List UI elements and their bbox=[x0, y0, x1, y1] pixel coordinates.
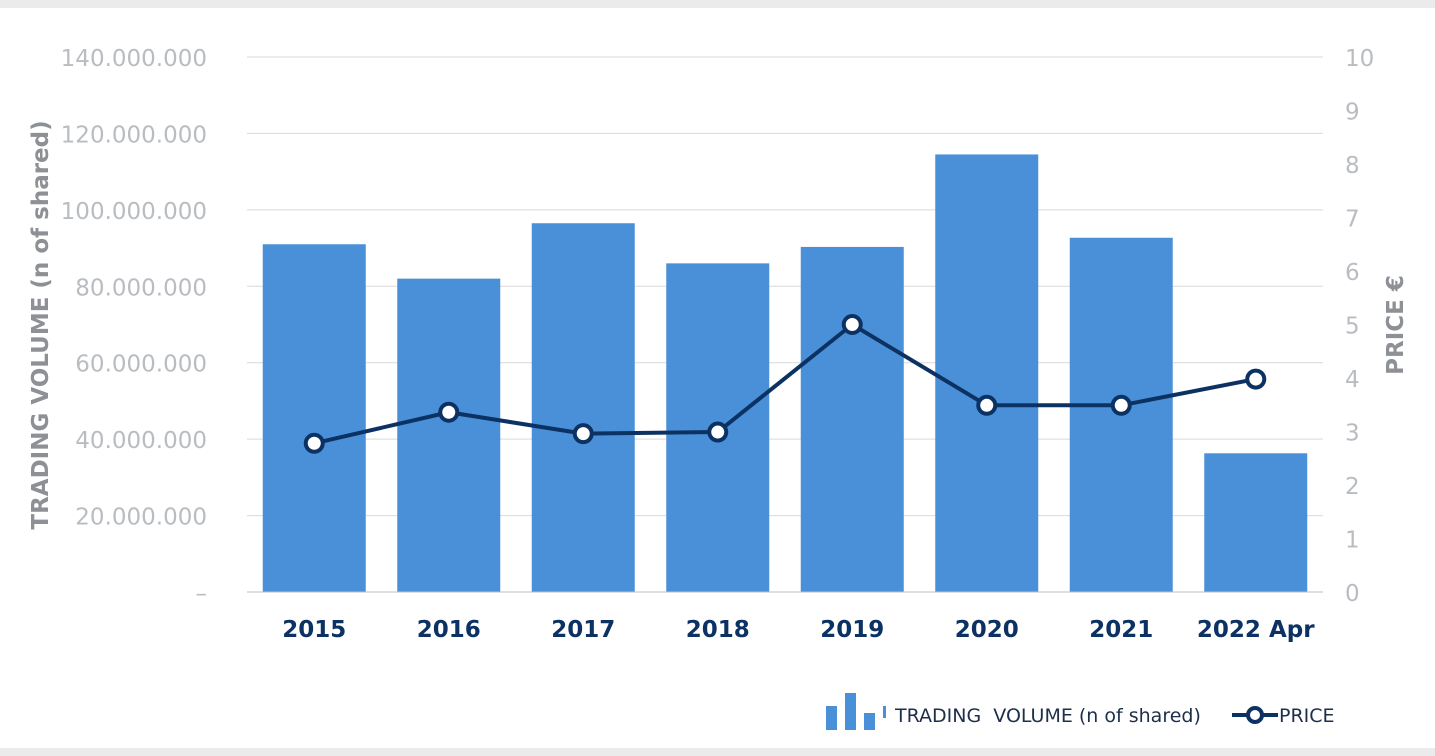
x-tick-label: 2016 bbox=[417, 617, 481, 643]
left-tick-label: – bbox=[196, 581, 208, 607]
volume-bar bbox=[397, 278, 501, 592]
left-tick-label: 120.000.000 bbox=[61, 122, 207, 148]
price-point bbox=[841, 314, 863, 335]
legend-volume-icon bbox=[826, 693, 886, 730]
legend-price-icon bbox=[1232, 706, 1278, 724]
bottom-divider bbox=[0, 748, 1435, 756]
price-point bbox=[572, 423, 594, 445]
volume-bar bbox=[935, 154, 1039, 593]
right-tick-label: 2 bbox=[1345, 474, 1360, 500]
right-tick-label: 3 bbox=[1345, 421, 1360, 447]
x-tick-label: 2017 bbox=[551, 617, 615, 643]
legend: TRADING VOLUME (n of shared) PRICE bbox=[826, 693, 1335, 730]
volume-bar bbox=[1204, 453, 1308, 592]
volume-bars bbox=[262, 154, 1308, 593]
left-tick-label: 140.000.000 bbox=[61, 46, 207, 72]
x-axis-ticks: 2015 2016 2017 2018 2019 2020 2021 2022 Apr bbox=[282, 617, 1315, 643]
right-tick-label: 9 bbox=[1345, 100, 1360, 126]
x-tick-label: 2022 Apr bbox=[1197, 617, 1315, 643]
right-tick-label: 0 bbox=[1345, 581, 1360, 607]
x-tick-label: 2018 bbox=[686, 617, 750, 643]
x-tick-label: 2020 bbox=[955, 617, 1019, 643]
right-axis-ticks: 0 1 2 3 4 5 6 7 8 9 10 bbox=[1345, 46, 1374, 607]
right-tick-label: 10 bbox=[1345, 46, 1374, 72]
left-tick-label: 20.000.000 bbox=[75, 505, 207, 531]
x-tick-label: 2015 bbox=[282, 617, 346, 643]
price-point bbox=[1110, 394, 1132, 416]
price-point bbox=[976, 394, 998, 416]
price-point bbox=[1245, 368, 1267, 390]
right-tick-label: 6 bbox=[1345, 260, 1360, 286]
right-tick-label: 8 bbox=[1345, 153, 1360, 179]
left-axis-ticks: – 20.000.000 40.000.000 60.000.000 80.000.00… bbox=[61, 46, 207, 607]
left-tick-label: 40.000.000 bbox=[75, 428, 207, 454]
price-point bbox=[707, 421, 729, 443]
left-tick-label: 100.000.000 bbox=[61, 199, 207, 225]
right-tick-label: 5 bbox=[1345, 314, 1360, 340]
right-tick-label: 1 bbox=[1345, 528, 1360, 554]
price-point bbox=[438, 401, 460, 423]
right-tick-label: 4 bbox=[1345, 367, 1360, 393]
right-axis-title: PRICE € bbox=[1383, 275, 1409, 375]
volume-bar bbox=[800, 246, 904, 593]
legend-volume-label: TRADING VOLUME (n of shared) bbox=[894, 705, 1201, 727]
volume-bar bbox=[262, 244, 366, 592]
top-divider bbox=[0, 0, 1435, 8]
x-tick-label: 2019 bbox=[820, 617, 884, 643]
right-tick-label: 7 bbox=[1345, 207, 1360, 233]
left-tick-label: 80.000.000 bbox=[75, 275, 207, 301]
legend-price-label: PRICE bbox=[1279, 705, 1335, 727]
price-series bbox=[303, 314, 1267, 454]
volume-bar bbox=[531, 223, 635, 592]
x-tick-label: 2021 bbox=[1089, 617, 1153, 643]
price-line bbox=[313, 322, 1257, 446]
left-tick-label: 60.000.000 bbox=[75, 352, 207, 378]
left-axis-title: TRADING VOLUME (n of shared) bbox=[28, 120, 54, 529]
price-point bbox=[303, 432, 325, 454]
